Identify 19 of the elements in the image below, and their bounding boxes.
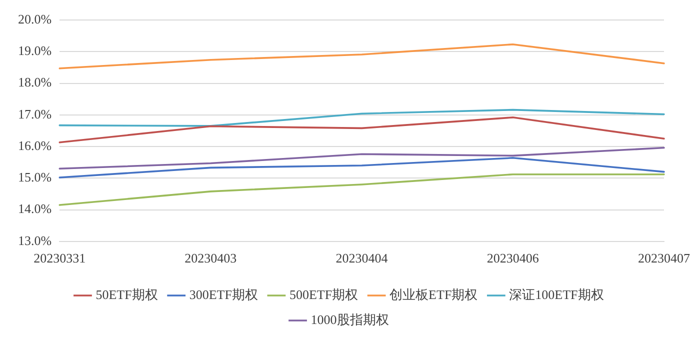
x-tick-label: 20230403: [184, 250, 237, 266]
x-tick-label: 20230406: [486, 250, 540, 266]
legend-label: 深证100ETF期权: [509, 286, 604, 302]
x-tick-label: 20230404: [336, 250, 388, 266]
y-tick-label: 14.0%: [18, 201, 52, 216]
legend-label: 300ETF期权: [189, 286, 258, 302]
y-tick-label: 17.0%: [18, 106, 52, 122]
y-tick-label: 13.0%: [18, 232, 52, 248]
y-tick-label: 20.0%: [18, 11, 52, 26]
x-tick-label: 20230407: [638, 250, 690, 266]
legend-label: 50ETF期权: [96, 286, 158, 302]
y-tick-label: 16.0%: [18, 138, 52, 153]
y-tick-label: 19.0%: [18, 43, 52, 58]
y-tick-label: 18.0%: [18, 74, 52, 90]
legend-label: 1000股指期权: [310, 312, 389, 327]
x-tick-label: 20230331: [34, 250, 86, 266]
y-tick-label: 15.0%: [18, 170, 52, 185]
legend-label: 500ETF期权: [289, 286, 358, 302]
legend-label: 创业板ETF期权: [390, 286, 478, 302]
